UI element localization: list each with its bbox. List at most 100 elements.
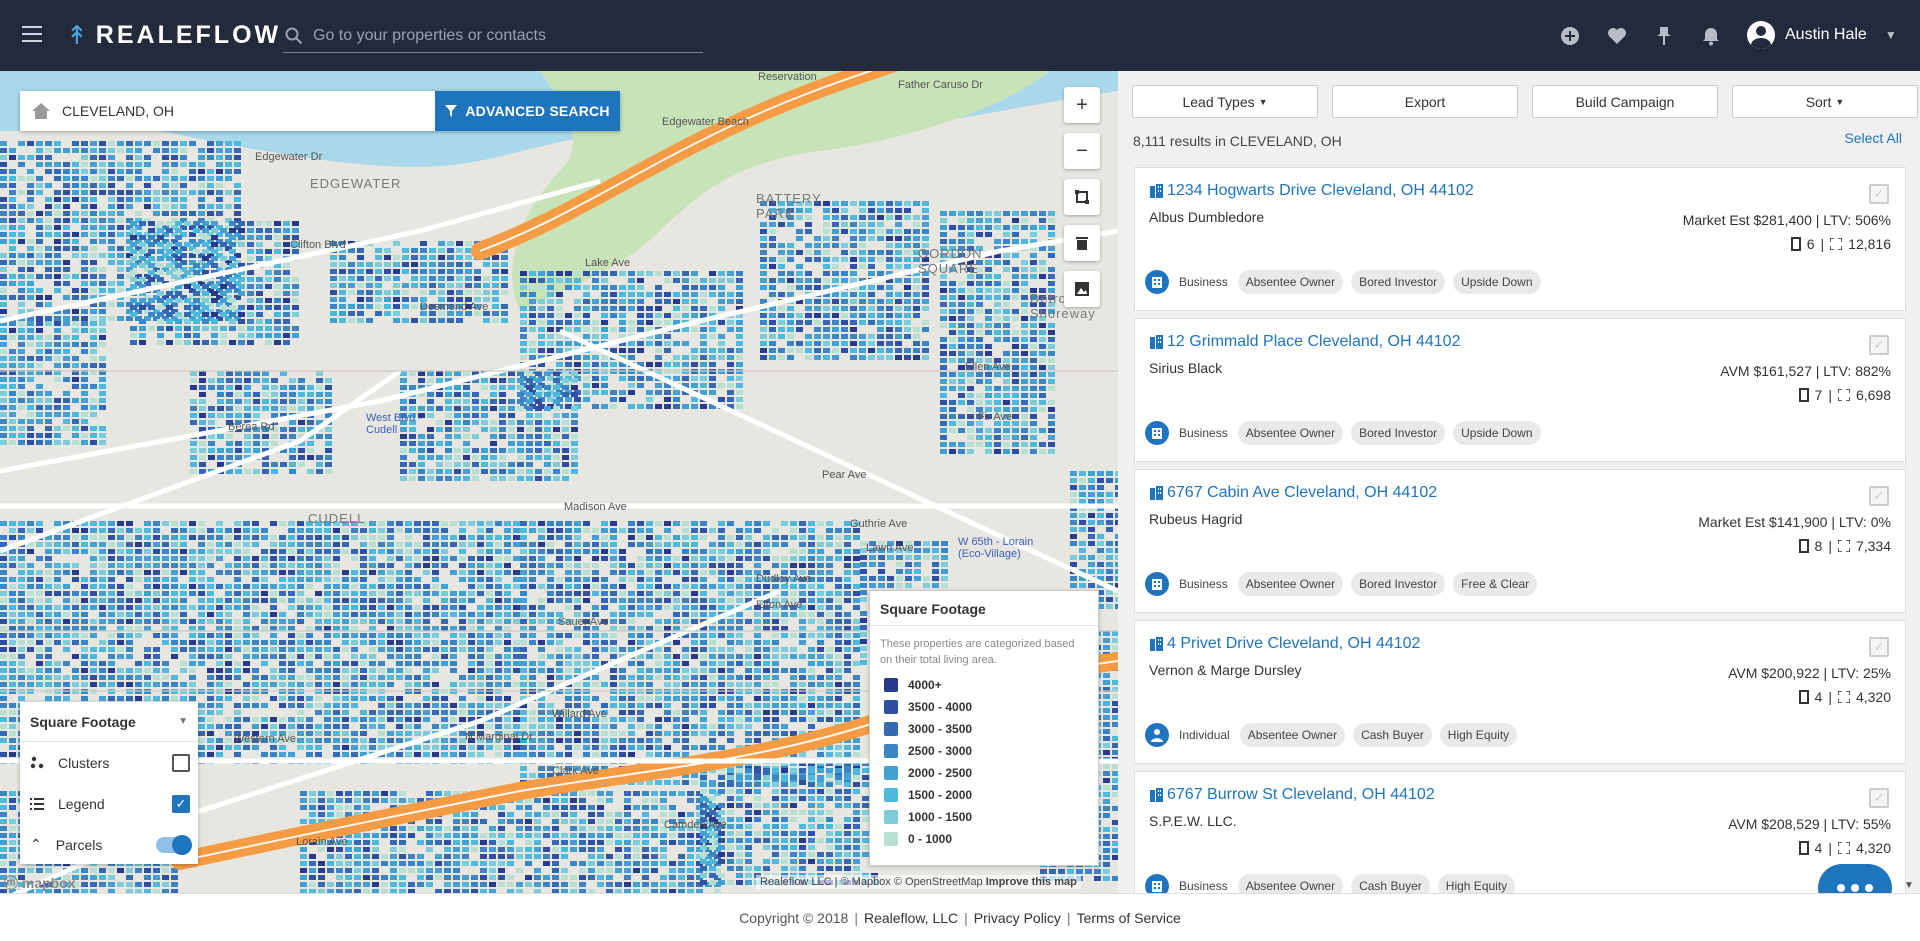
parcel[interactable] bbox=[477, 654, 484, 659]
parcel[interactable] bbox=[429, 304, 436, 309]
parcel[interactable] bbox=[967, 351, 974, 356]
parcel[interactable] bbox=[375, 276, 382, 281]
parcel[interactable] bbox=[351, 745, 358, 750]
parcel[interactable] bbox=[787, 348, 794, 353]
parcel[interactable] bbox=[556, 299, 563, 304]
parcel[interactable] bbox=[117, 281, 124, 286]
parcel[interactable] bbox=[400, 455, 407, 460]
parcel[interactable] bbox=[513, 556, 520, 561]
parcel[interactable] bbox=[499, 434, 506, 439]
parcel[interactable] bbox=[54, 246, 61, 251]
parcel[interactable] bbox=[324, 675, 331, 680]
parcel[interactable] bbox=[9, 724, 16, 729]
parcel[interactable] bbox=[180, 542, 187, 547]
parcel[interactable] bbox=[468, 682, 475, 687]
parcel[interactable] bbox=[90, 363, 97, 368]
parcel[interactable] bbox=[940, 365, 947, 370]
parcel[interactable] bbox=[126, 535, 133, 540]
parcel[interactable] bbox=[547, 535, 554, 540]
parcel[interactable] bbox=[682, 299, 689, 304]
parcel[interactable] bbox=[99, 267, 106, 272]
parcel[interactable] bbox=[36, 253, 43, 258]
parcel[interactable] bbox=[171, 225, 178, 230]
parcel[interactable] bbox=[18, 162, 25, 167]
parcel[interactable] bbox=[292, 326, 299, 331]
parcel[interactable] bbox=[691, 521, 698, 526]
parcel[interactable] bbox=[202, 235, 209, 240]
parcel[interactable] bbox=[90, 162, 97, 167]
parcel[interactable] bbox=[0, 295, 7, 300]
parcel[interactable] bbox=[387, 612, 394, 617]
parcel[interactable] bbox=[63, 440, 70, 445]
parcel[interactable] bbox=[583, 376, 590, 381]
parcel[interactable] bbox=[517, 399, 524, 404]
parcel[interactable] bbox=[396, 752, 403, 757]
parcel[interactable] bbox=[853, 528, 860, 533]
parcel[interactable] bbox=[325, 385, 332, 390]
parcel[interactable] bbox=[306, 633, 313, 638]
parcel[interactable] bbox=[135, 612, 142, 617]
parcel[interactable] bbox=[418, 455, 425, 460]
parcel[interactable] bbox=[544, 434, 551, 439]
parcel[interactable] bbox=[0, 260, 7, 265]
parcel[interactable] bbox=[556, 334, 563, 339]
parcel[interactable] bbox=[495, 549, 502, 554]
parcel[interactable] bbox=[283, 319, 290, 324]
parcel[interactable] bbox=[126, 528, 133, 533]
parcel[interactable] bbox=[81, 281, 88, 286]
parcel[interactable] bbox=[72, 612, 79, 617]
parcel[interactable] bbox=[108, 535, 115, 540]
parcel[interactable] bbox=[63, 190, 70, 195]
parcel[interactable] bbox=[243, 640, 250, 645]
parcel[interactable] bbox=[477, 584, 484, 589]
parcel[interactable] bbox=[139, 291, 146, 296]
parcel[interactable] bbox=[216, 556, 223, 561]
parcel[interactable] bbox=[727, 397, 734, 402]
parcel[interactable] bbox=[841, 208, 848, 213]
parcel[interactable] bbox=[504, 556, 511, 561]
parcel[interactable] bbox=[175, 319, 182, 324]
parcel[interactable] bbox=[243, 696, 250, 701]
parcel[interactable] bbox=[592, 306, 599, 311]
parcel[interactable] bbox=[220, 242, 227, 247]
parcel[interactable] bbox=[262, 448, 269, 453]
parcel[interactable] bbox=[27, 433, 34, 438]
parcel[interactable] bbox=[556, 271, 563, 276]
parcel[interactable] bbox=[198, 542, 205, 547]
parcel[interactable] bbox=[445, 469, 452, 474]
parcel[interactable] bbox=[18, 661, 25, 666]
parcel[interactable] bbox=[256, 277, 263, 282]
parcel[interactable] bbox=[447, 269, 454, 274]
parcel[interactable] bbox=[468, 654, 475, 659]
parcel[interactable] bbox=[378, 535, 385, 540]
parcel[interactable] bbox=[135, 316, 142, 321]
parcel[interactable] bbox=[253, 413, 260, 418]
parcel[interactable] bbox=[153, 521, 160, 526]
parcel[interactable] bbox=[306, 626, 313, 631]
parcel[interactable] bbox=[99, 626, 106, 631]
parcel[interactable] bbox=[454, 462, 461, 467]
parcel[interactable] bbox=[54, 328, 61, 333]
parcel[interactable] bbox=[472, 371, 479, 376]
parcel[interactable] bbox=[225, 661, 232, 666]
parcel[interactable] bbox=[90, 328, 97, 333]
parcel[interactable] bbox=[54, 321, 61, 326]
parcel[interactable] bbox=[99, 232, 106, 237]
parcel[interactable] bbox=[841, 271, 848, 276]
parcel[interactable] bbox=[306, 675, 313, 680]
parcel[interactable] bbox=[637, 292, 644, 297]
parcel[interactable] bbox=[823, 236, 830, 241]
parcel[interactable] bbox=[369, 668, 376, 673]
parcel[interactable] bbox=[18, 288, 25, 293]
parcel[interactable] bbox=[387, 556, 394, 561]
parcel[interactable] bbox=[405, 752, 412, 757]
parcel[interactable] bbox=[445, 392, 452, 397]
parcel[interactable] bbox=[90, 405, 97, 410]
parcel[interactable] bbox=[655, 404, 662, 409]
parcel[interactable] bbox=[565, 341, 572, 346]
parcel[interactable] bbox=[72, 682, 79, 687]
parcel[interactable] bbox=[316, 371, 323, 376]
parcel[interactable] bbox=[796, 201, 803, 206]
parcel[interactable] bbox=[207, 654, 214, 659]
parcel[interactable] bbox=[81, 316, 88, 321]
